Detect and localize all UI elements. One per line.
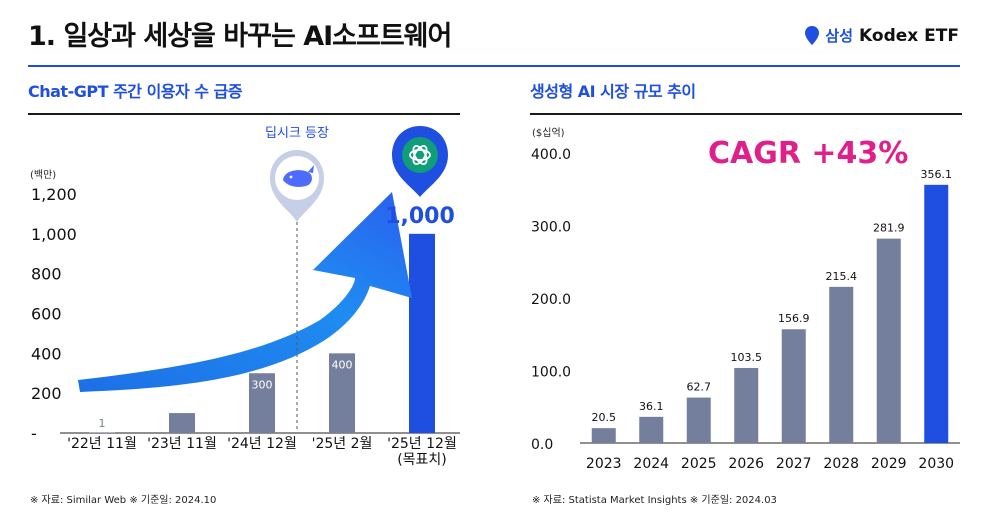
right-footnote: ※ 자료: Statista Market Insights ※ 기준일: 20…: [532, 495, 777, 506]
left-bar: [249, 373, 275, 433]
right-unit-label: ($십억): [532, 127, 565, 139]
right-category-label: 2028: [823, 456, 859, 472]
right-value-label: 62.7: [687, 381, 712, 394]
left-ytick-label: 800: [31, 265, 62, 284]
left-footnote: ※ 자료: Similar Web ※ 기준일: 2024.10: [30, 495, 217, 506]
whale-icon: [283, 165, 314, 187]
left-category-label: '23년 11월: [147, 436, 217, 452]
header-divider: [28, 65, 960, 67]
right-value-label: 356.1: [921, 168, 953, 181]
left-ytick-label: 600: [31, 305, 62, 324]
right-bar: [781, 329, 806, 443]
left-category-label: '25년 2월: [312, 436, 373, 452]
left-ytick-label: 400: [31, 344, 62, 363]
right-value-label: 156.9: [778, 312, 810, 325]
left-bar: [409, 233, 435, 433]
right-value-label: 281.9: [873, 222, 905, 235]
right-ytick-label: 100.0: [531, 365, 571, 381]
left-ytick-label: 200: [31, 384, 62, 403]
left-ytick-label: 1,000: [31, 225, 77, 244]
right-category-label: 2024: [633, 456, 669, 472]
right-bar: [591, 428, 616, 443]
cagr-label: CAGR +43%: [708, 136, 908, 171]
left-bar: [329, 353, 355, 433]
brand-logo: 삼성 Kodex ETF: [805, 25, 959, 46]
right-ytick-label: 300.0: [531, 220, 571, 236]
left-category-label: '25년 12월: [387, 436, 457, 452]
highlight-value-label: 1,000: [385, 204, 455, 229]
left-value-label: 100: [172, 417, 193, 430]
left-category-label: (목표치): [397, 452, 447, 468]
right-category-label: 2026: [728, 456, 764, 472]
page-title: 1. 일상과 세상을 바꾸는 AI소프트웨어: [28, 21, 452, 52]
right-bar: [639, 416, 664, 443]
right-ytick-label: 0.0: [531, 437, 553, 453]
right-value-label: 36.1: [639, 400, 664, 413]
left-section-title: Chat-GPT 주간 이용자 수 급증: [28, 82, 243, 101]
right-bar: [924, 184, 949, 443]
right-category-label: 2025: [681, 456, 717, 472]
right-value-label: 215.4: [826, 270, 858, 283]
openai-icon: [409, 145, 431, 165]
left-ytick-label: -: [31, 424, 37, 443]
right-value-label: 103.5: [731, 351, 763, 364]
left-bar: [89, 432, 115, 433]
deepseek-annotation: 딥시크 등장: [265, 126, 329, 141]
left-category-label: '22년 11월: [67, 436, 137, 452]
right-category-label: 2027: [776, 456, 812, 472]
left-bar: [169, 413, 195, 433]
chatgpt-pin: [392, 126, 448, 197]
deepseek-pin: [270, 150, 324, 222]
left-section-rule: [28, 113, 460, 115]
left-unit-label: (백만): [30, 169, 56, 181]
right-value-label: 20.5: [592, 411, 617, 424]
right-section-rule: [530, 113, 962, 115]
left-value-label: 300: [252, 378, 273, 391]
brand-kodex: Kodex ETF: [859, 25, 959, 46]
right-category-label: 2029: [871, 456, 907, 472]
right-ytick-label: 400.0: [531, 147, 571, 163]
location-pin-icon: [805, 26, 820, 45]
left-value-label: 1: [99, 417, 106, 430]
left-value-label: 400: [332, 358, 353, 371]
left-category-label: '24년 12월: [227, 436, 297, 452]
right-category-label: 2030: [918, 456, 954, 472]
right-category-label: 2023: [586, 456, 622, 472]
left-ytick-label: 1,200: [31, 185, 77, 204]
right-bar: [734, 367, 759, 443]
right-ytick-label: 200.0: [531, 292, 571, 308]
right-section-title: 생성형 AI 시장 규모 추이: [530, 82, 696, 101]
right-bar: [686, 397, 711, 443]
brand-samsung: 삼성: [825, 27, 854, 45]
right-bar: [829, 286, 854, 443]
growth-arrow: [78, 192, 412, 392]
right-bar: [876, 238, 901, 443]
